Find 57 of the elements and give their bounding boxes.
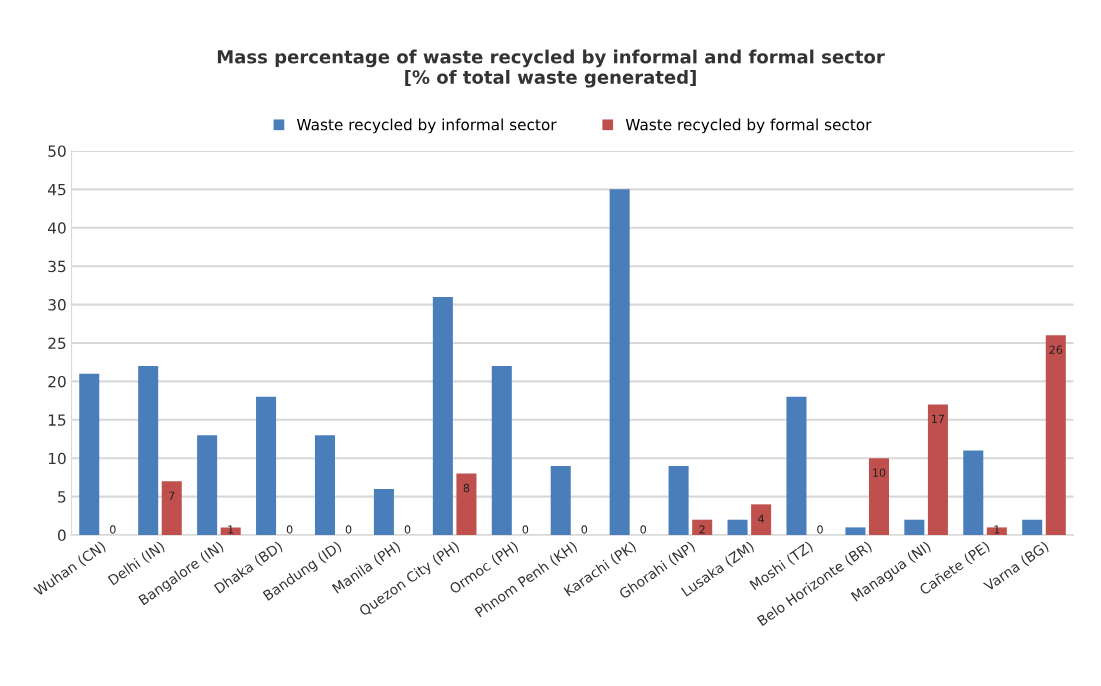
bar xyxy=(609,189,630,536)
y-tick-label: 25 xyxy=(48,337,66,350)
bar xyxy=(904,519,925,536)
bar xyxy=(314,435,336,536)
y-tick-label: 5 xyxy=(58,491,66,503)
data-label: 0 xyxy=(817,525,823,534)
bar xyxy=(692,519,713,536)
bar xyxy=(986,527,1007,536)
y-tick-label: 40 xyxy=(48,222,66,234)
y-tick-label: 0 xyxy=(57,529,66,542)
data-label: 0 xyxy=(110,525,116,534)
legend-label: Waste recycled by formal sector xyxy=(625,118,872,134)
data-label: 0 xyxy=(522,525,529,534)
data-label: 1 xyxy=(994,525,1000,534)
bar xyxy=(927,404,948,536)
legend-label: Waste recycled by informal sector xyxy=(297,118,557,134)
bar xyxy=(138,366,159,536)
bar xyxy=(456,473,477,536)
data-label: 4 xyxy=(758,514,765,523)
data-label: 0 xyxy=(581,525,588,534)
bar xyxy=(373,488,394,536)
data-label: 0 xyxy=(404,525,411,534)
data-label: 1 xyxy=(228,525,234,534)
bar xyxy=(491,366,512,536)
bar xyxy=(786,396,807,536)
bar xyxy=(161,481,182,536)
bar xyxy=(963,450,984,536)
data-label: 2 xyxy=(699,525,705,534)
y-tick-label: 50 xyxy=(48,145,66,157)
y-tick-label: 20 xyxy=(48,375,66,388)
data-label: 26 xyxy=(1049,345,1063,354)
y-tick-label: 30 xyxy=(48,299,66,311)
data-label: 0 xyxy=(640,525,647,534)
y-tick-label: 35 xyxy=(48,260,66,273)
bar xyxy=(432,296,453,536)
bar xyxy=(256,396,277,536)
data-label: 0 xyxy=(345,525,352,534)
data-label: 8 xyxy=(463,483,470,493)
data-label: 0 xyxy=(286,525,293,534)
bar xyxy=(845,527,866,536)
y-tick-label: 15 xyxy=(48,414,66,426)
chart-title: Mass percentage of waste recycled by informal and formal sector [% of total waste generated] xyxy=(217,49,885,88)
bar xyxy=(668,465,689,536)
bar xyxy=(751,504,772,536)
bar xyxy=(868,458,890,536)
bar xyxy=(550,465,571,536)
y-tick-label: 45 xyxy=(48,184,66,196)
bar xyxy=(220,527,241,536)
data-label: 17 xyxy=(932,414,945,423)
bar xyxy=(1045,335,1066,536)
bar xyxy=(727,519,748,536)
y-tick-label: 10 xyxy=(48,452,66,465)
data-label: 10 xyxy=(873,468,886,477)
bar xyxy=(1022,519,1043,536)
data-label: 7 xyxy=(169,491,175,500)
bar xyxy=(79,373,100,536)
bar xyxy=(197,435,218,536)
